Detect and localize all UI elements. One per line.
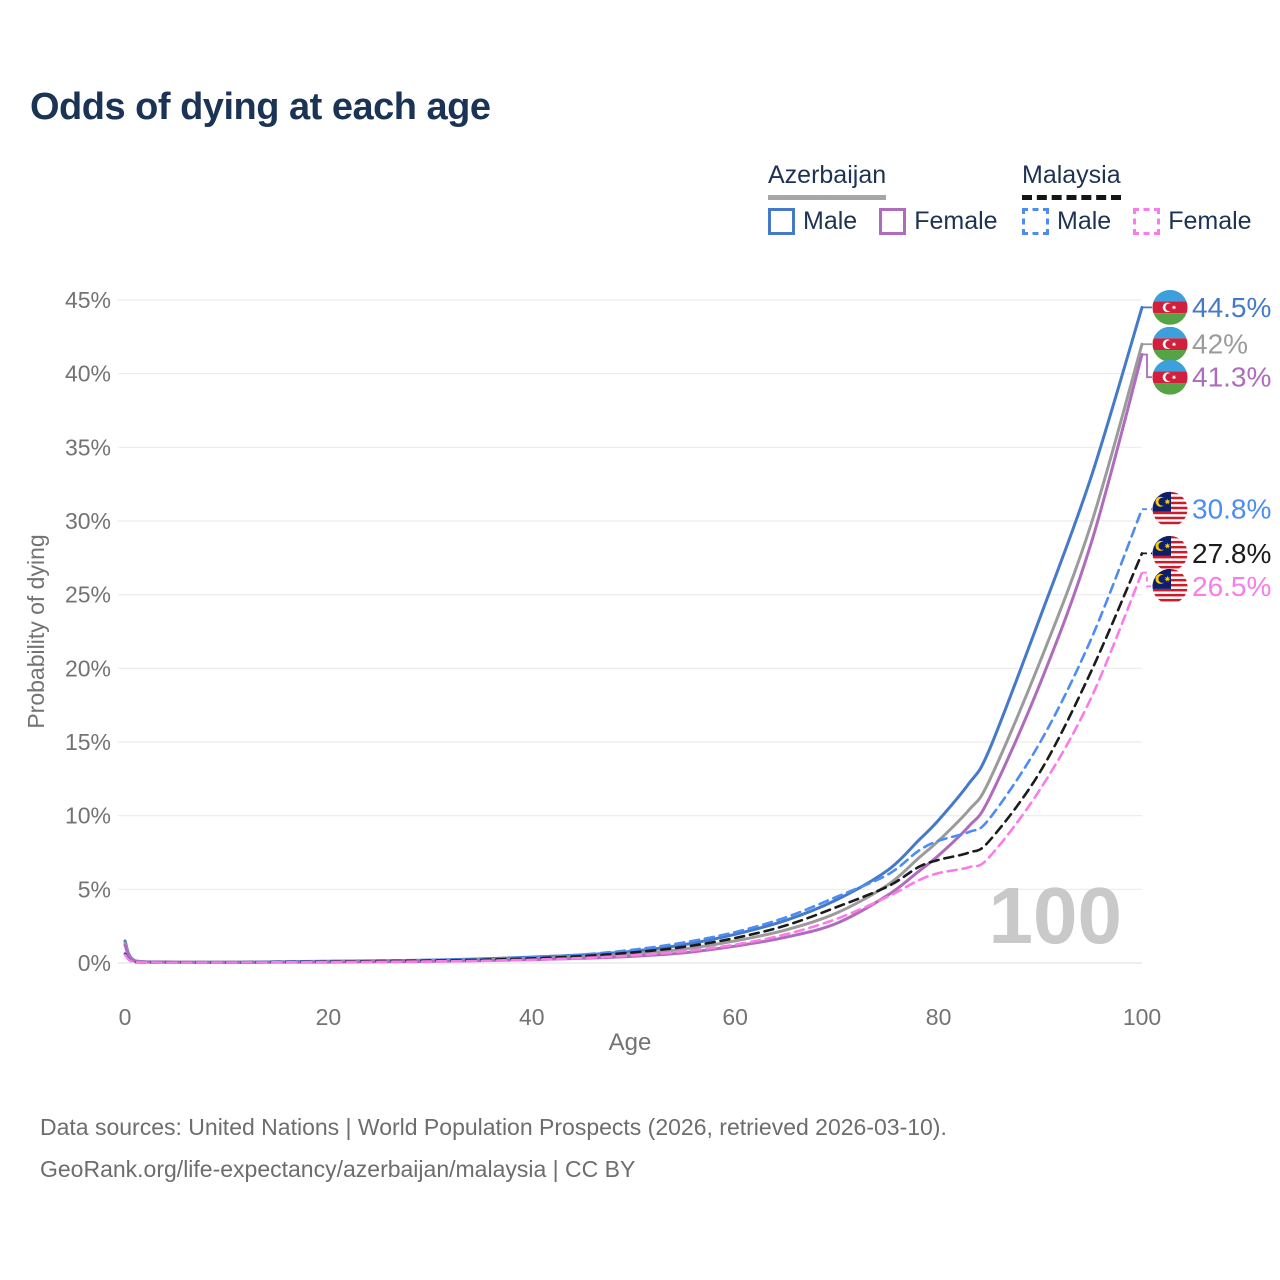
chart-footer: Data sources: United Nations | World Pop… [40, 1106, 947, 1190]
x-axis-title: Age [609, 1029, 652, 1056]
malaysia-flag-icon [1152, 568, 1188, 604]
legend-group-malaysia: Malaysia Male Female [1022, 161, 1252, 236]
legend-swatch-malaysia-female [1133, 208, 1161, 235]
legend-country-malaysia: Malaysia [1022, 161, 1121, 200]
legend-item-azerbaijan-male[interactable]: Male [768, 207, 857, 236]
legend-label: Female [1168, 207, 1252, 235]
malaysia-flag-icon [1152, 491, 1188, 527]
legend-label: Male [803, 207, 858, 235]
x-tick-label: 80 [926, 1004, 952, 1030]
legend-item-azerbaijan-female[interactable]: Female [879, 207, 998, 236]
x-tick-label: 20 [316, 1004, 342, 1030]
azerbaijan-flag-icon [1152, 326, 1188, 362]
data-sources-text: Data sources: United Nations | World Pop… [40, 1114, 947, 1140]
series-end-label-azerbaijan-male: 44.5% [1192, 292, 1271, 323]
malaysia-flag-icon [1152, 535, 1188, 571]
x-tick-label: 60 [722, 1004, 748, 1030]
series-end-label-azerbaijan-both-sexes: 42% [1192, 329, 1248, 360]
y-tick-label: 10% [65, 803, 111, 829]
series-end-label-malaysia-male: 30.8% [1192, 494, 1271, 525]
legend-item-malaysia-male[interactable]: Male [1022, 207, 1111, 236]
y-tick-label: 15% [65, 729, 111, 755]
y-tick-label: 25% [65, 582, 111, 608]
y-tick-label: 30% [65, 508, 111, 534]
legend-label: Male [1057, 207, 1112, 235]
series-line-azerbaijan-both-sexes[interactable] [123, 342, 1144, 964]
azerbaijan-flag-icon [1152, 359, 1188, 395]
y-tick-label: 35% [65, 434, 111, 460]
label-connector [1142, 571, 1152, 588]
y-axis-title: Probability of dying [23, 534, 49, 728]
legend-label: Female [914, 207, 998, 235]
x-tick-label: 100 [1123, 1004, 1161, 1030]
legend-group-azerbaijan: Azerbaijan Male Female [768, 161, 998, 236]
age-watermark: 100 [989, 871, 1122, 960]
chart-legend: Azerbaijan Male Female Malaysia Male Female [0, 161, 1280, 241]
y-tick-label: 0% [78, 950, 111, 976]
line-chart: 0% 5% 10% 15% 20% 25% 30% 35% 40% 45% 0 20 40 60 80 100… [0, 255, 1280, 1085]
y-tick-label: 20% [65, 655, 111, 681]
legend-swatch-azerbaijan-male [768, 208, 795, 235]
series-end-label-malaysia-female: 26.5% [1192, 571, 1271, 602]
series-line-azerbaijan-male[interactable] [123, 305, 1144, 964]
x-tick-label: 40 [519, 1004, 545, 1030]
y-tick-label: 40% [65, 361, 111, 387]
legend-item-malaysia-female[interactable]: Female [1133, 207, 1252, 236]
x-tick-label: 0 [119, 1004, 132, 1030]
azerbaijan-flag-icon [1152, 289, 1188, 325]
legend-swatch-malaysia-male [1022, 208, 1049, 235]
y-tick-label: 45% [65, 287, 111, 313]
series-end-label-azerbaijan-female: 41.3% [1192, 362, 1271, 393]
legend-country-azerbaijan: Azerbaijan [768, 161, 887, 200]
series-end-label-malaysia-both-sexes: 27.8% [1192, 538, 1271, 569]
attribution-link-text[interactable]: GeoRank.org/life-expectancy/azerbaijan/m… [40, 1156, 636, 1182]
label-connector [1142, 353, 1152, 379]
legend-swatch-azerbaijan-female [879, 208, 907, 235]
page-title: Odds of dying at each age [30, 86, 491, 128]
y-tick-label: 5% [78, 876, 111, 902]
series-line-malaysia-female[interactable] [123, 571, 1144, 964]
